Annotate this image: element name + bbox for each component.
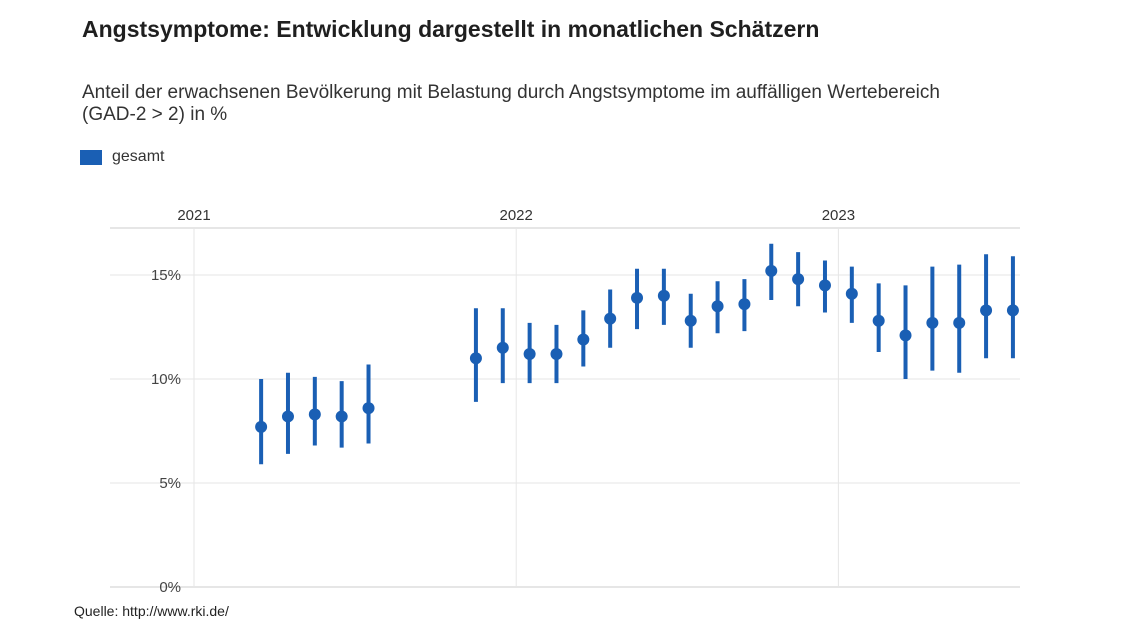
data-point — [845, 287, 858, 300]
y-tick-label: 15% — [151, 267, 181, 284]
data-point — [255, 420, 268, 433]
data-point — [738, 298, 751, 311]
data-point — [362, 402, 375, 415]
data-point — [818, 279, 831, 292]
source-note: Quelle: http://www.rki.de/ — [74, 603, 229, 619]
year-label: 2022 — [500, 207, 533, 224]
data-point — [281, 410, 294, 423]
data-point — [1006, 304, 1019, 317]
marks-layer — [255, 243, 1019, 465]
data-point — [523, 348, 536, 361]
data-point — [899, 329, 912, 342]
data-point — [980, 304, 993, 317]
data-point — [953, 316, 966, 329]
legend-label-gesamt: gesamt — [112, 148, 165, 165]
data-point — [469, 352, 482, 365]
data-point — [657, 289, 670, 302]
data-point — [872, 314, 885, 327]
data-point — [711, 300, 724, 313]
year-label: 2023 — [822, 207, 855, 224]
data-point — [335, 410, 348, 423]
data-point — [577, 333, 590, 346]
data-point — [792, 273, 805, 286]
data-point — [926, 316, 939, 329]
data-point — [684, 314, 697, 327]
chart-legend: gesamt — [80, 148, 164, 166]
y-tick-label: 10% — [151, 371, 181, 388]
chart-title: Angstsymptome: Entwicklung dargestellt i… — [82, 16, 820, 42]
legend-swatch-gesamt — [80, 149, 102, 165]
data-point — [496, 341, 509, 354]
chart-subtitle: Anteil der erwachsenen Bevölkerung mit B… — [82, 82, 940, 125]
y-tick-label: 0% — [159, 579, 181, 596]
data-point — [308, 408, 321, 421]
data-point — [631, 291, 644, 304]
data-point — [604, 312, 617, 325]
data-point — [550, 348, 563, 361]
data-point — [765, 264, 778, 277]
y-tick-label: 5% — [159, 475, 181, 492]
year-label: 2021 — [177, 207, 210, 224]
grid-layer — [110, 227, 1020, 588]
axis-layer: 0% 5% 10% 15% 2021 2022 2023 — [151, 207, 855, 596]
